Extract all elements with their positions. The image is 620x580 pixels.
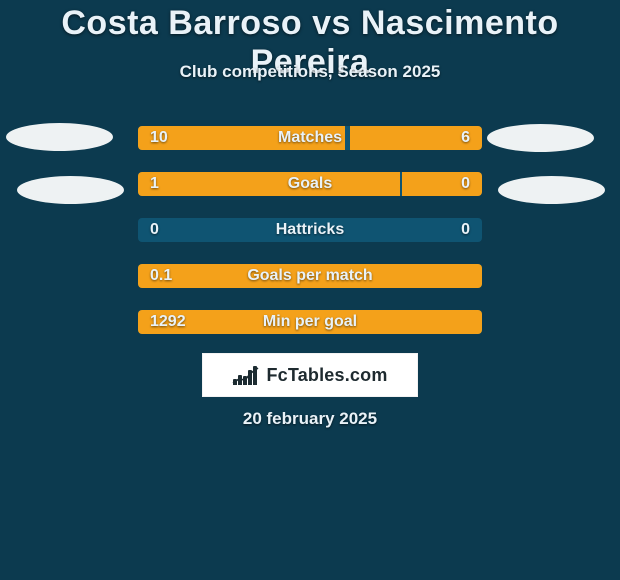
stat-label: Min per goal (138, 310, 482, 334)
subtitle: Club competitions, Season 2025 (0, 62, 620, 82)
stat-value-right: 0 (461, 172, 470, 196)
stat-value-right: 6 (461, 126, 470, 150)
stat-label: Matches (138, 126, 482, 150)
stat-row: Goals per match0.1 (138, 264, 482, 288)
date-label: 20 february 2025 (0, 409, 620, 429)
flag-right-2 (498, 176, 605, 204)
stat-value-right: 0 (461, 218, 470, 242)
flag-left-2 (17, 176, 124, 204)
stat-value-left: 0.1 (150, 264, 172, 288)
comparison-card: Costa Barroso vs Nascimento Pereira Club… (0, 0, 620, 580)
fctables-logo: FcTables.com (202, 353, 418, 397)
stat-label: Hattricks (138, 218, 482, 242)
stat-row: Min per goal1292 (138, 310, 482, 334)
logo-bars-icon (232, 365, 260, 385)
stat-label: Goals per match (138, 264, 482, 288)
flag-right-1 (487, 124, 594, 152)
stat-label: Goals (138, 172, 482, 196)
stat-row: Matches10 6 (138, 126, 482, 150)
stat-value-left: 0 (150, 218, 159, 242)
stat-row: Hattricks0 0 (138, 218, 482, 242)
stat-value-left: 1 (150, 172, 159, 196)
logo-text: FcTables.com (266, 365, 387, 386)
stat-value-left: 1292 (150, 310, 186, 334)
stat-value-left: 10 (150, 126, 168, 150)
flag-left-1 (6, 123, 113, 151)
stat-bars: Matches106Goals10Hattricks00Goals per ma… (138, 126, 482, 356)
stat-row: Goals1 0 (138, 172, 482, 196)
